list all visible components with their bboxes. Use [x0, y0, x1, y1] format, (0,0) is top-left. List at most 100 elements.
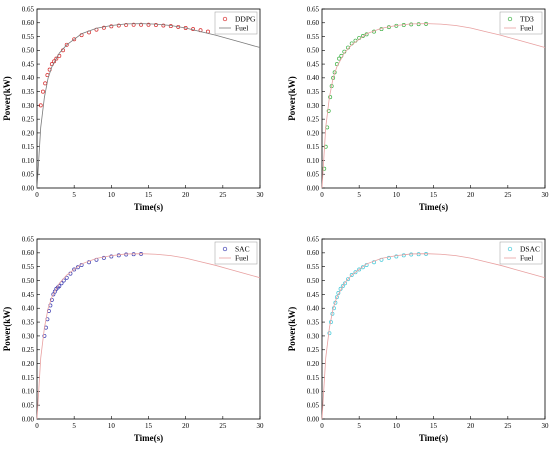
chart-2-xtick-label: 25	[504, 191, 512, 199]
chart-2-ytick-label: 0.45	[307, 60, 320, 68]
chart-1-xtick-label: 30	[257, 191, 265, 199]
chart-1-ytick-label: 0.25	[22, 116, 35, 124]
chart-3-ytick-label: 0.05	[22, 402, 35, 410]
chart-2-xtick-label: 10	[393, 191, 401, 199]
chart-4-ytick-label: 0.65	[307, 235, 320, 243]
chart-3-xtick-label: 0	[35, 422, 39, 430]
chart-2-plot-frame	[321, 8, 546, 189]
chart-1-plot-frame	[36, 8, 261, 189]
chart-1-series-ddpg-point	[109, 24, 114, 29]
chart-1-legend-label: Fuel	[235, 24, 248, 33]
chart-4-ytick-label: 0.30	[307, 332, 320, 340]
chart-2-legend-label: Fuel	[520, 24, 533, 33]
chart-3-series-sac-point	[42, 333, 47, 338]
chart-2-ytick-label: 0.20	[307, 129, 320, 137]
chart-3-ytick-label: 0.25	[22, 346, 35, 354]
chart-1-series-ddpg-point	[72, 37, 77, 42]
chart-3-ytick-label: 0.45	[22, 291, 35, 299]
chart-4-xtick-label: 15	[430, 422, 438, 430]
chart-4-ytick-label: 0.55	[307, 263, 320, 271]
chart-2-xtick-label: 30	[542, 191, 550, 199]
chart-4-series-dsac-point	[349, 273, 354, 277]
chart-4-series-dsac-point	[346, 277, 350, 282]
chart-4-ytick-label: 0.60	[307, 249, 320, 257]
chart-4-series-dsac-point	[401, 253, 406, 258]
chart-2-ytick-label: 0.60	[307, 19, 320, 27]
chart-2-series-td3-point	[326, 108, 331, 113]
chart-1-xtick-label: 15	[145, 191, 153, 199]
chart-2-series-td3-point	[337, 56, 342, 61]
chart-2-ytick-label: 0.25	[307, 116, 320, 124]
chart-3-xtick-label: 15	[145, 422, 153, 430]
chart-2-ytick-label: 0.00	[307, 184, 320, 192]
chart-4-legend-label: DSAC	[520, 245, 540, 254]
chart-4-xlabel: Time(s)	[419, 433, 448, 443]
chart-2-ytick-label: 0.30	[307, 102, 320, 110]
chart-1-ytick-label: 0.55	[22, 33, 35, 41]
chart-2-series-td3-point	[409, 22, 414, 27]
chart-2-xtick-label: 0	[320, 191, 324, 199]
chart-4-ytick-label: 0.45	[307, 291, 320, 299]
chart-1-ytick-label: 0.05	[22, 171, 35, 179]
chart-2-ytick-label: 0.40	[307, 74, 320, 82]
chart-3-ylabel: Power(kW)	[2, 307, 12, 352]
chart-1-ytick-label: 0.50	[22, 47, 35, 55]
chart-3-ytick-label: 0.30	[22, 332, 35, 340]
chart-3-legend-label: Fuel	[235, 254, 248, 263]
chart-3-xtick-label: 20	[182, 422, 190, 430]
chart-3-xtick-label: 10	[108, 422, 116, 430]
chart-4-series-dsac-point	[409, 252, 414, 257]
chart-4-ytick-label: 0.15	[307, 374, 320, 382]
chart-2-xlabel: Time(s)	[419, 202, 448, 212]
chart-4-ytick-label: 0.25	[307, 346, 320, 354]
chart-1-series-ddpg-point	[139, 22, 144, 27]
chart-1-ytick-label: 0.60	[22, 19, 35, 27]
chart-1-legend-label: DDPG	[235, 15, 256, 24]
chart-2-legend-swatch-td3	[507, 16, 513, 22]
chart-1-ylabel: Power(kW)	[2, 76, 12, 121]
chart-1-xtick-label: 10	[108, 191, 116, 199]
chart-2-ytick-label: 0.10	[307, 157, 320, 165]
chart-1-series-ddpg-point	[38, 103, 43, 108]
chart-2-series-td3-point	[323, 144, 328, 149]
chart-3: 0.00 0.05 0.10 0.15 0.20 0.25 0.30 0.35 0.40 0.45…	[2, 235, 264, 443]
chart-3-series-sac-point	[87, 260, 91, 265]
chart-4: 0.00 0.05 0.10 0.15 0.20 0.25 0.30 0.35 0.40 0.45…	[287, 235, 549, 443]
chart-1-series-ddpg-point	[54, 56, 59, 61]
chart-3-series-sac-point	[75, 265, 80, 270]
chart-3-xlabel: Time(s)	[134, 433, 163, 443]
chart-4-series-dsac-point	[360, 265, 365, 270]
chart-1-series-ddpg-point	[124, 23, 129, 27]
chart-2-xtick-label: 15	[430, 191, 438, 199]
chart-3-legend-label: SAC	[235, 245, 250, 254]
chart-1-series-ddpg-point	[153, 23, 158, 27]
chart-3-series-sac-point	[116, 253, 121, 258]
chart-2-series-td3-point	[322, 166, 327, 171]
chart-3-xtick-label: 30	[257, 422, 265, 430]
chart-4-ytick-label: 0.10	[307, 388, 320, 396]
chart-1-series-ddpg-point	[161, 23, 166, 28]
chart-3-ytick-label: 0.65	[22, 235, 35, 243]
chart-3-xtick-label: 25	[219, 422, 227, 430]
chart-1-series-ddpg-point	[101, 25, 106, 30]
chart-3-legend-swatch-sac	[222, 246, 228, 252]
chart-4-legend-swatch-dsac	[507, 246, 513, 252]
chart-1-series-ddpg-point	[131, 22, 136, 27]
chart-4-series-dsac-point	[327, 331, 332, 336]
chart-3-series-sac-point	[64, 275, 69, 280]
chart-1-xlabel: Time(s)	[134, 202, 163, 212]
chart-3-xtick-label: 5	[72, 422, 76, 430]
chart-1-ytick-label: 0.35	[22, 88, 35, 96]
chart-2-ytick-label: 0.55	[307, 33, 320, 41]
chart-4-series-fuel-line	[321, 253, 546, 420]
chart-1-series-ddpg-point	[146, 22, 151, 27]
chart-3-series-fuel-line	[36, 253, 261, 420]
chart-1-ytick-label: 0.20	[22, 129, 35, 137]
chart-2-xtick-label: 20	[467, 191, 475, 199]
chart-4-series-dsac-point	[334, 295, 339, 300]
chart-1: 0.00 0.05 0.10 0.15 0.20 0.25 0.30 0.35 0.40 0.45…	[2, 5, 264, 212]
chart-4-xtick-label: 10	[393, 422, 401, 430]
chart-4-series-dsac-point	[394, 254, 399, 259]
